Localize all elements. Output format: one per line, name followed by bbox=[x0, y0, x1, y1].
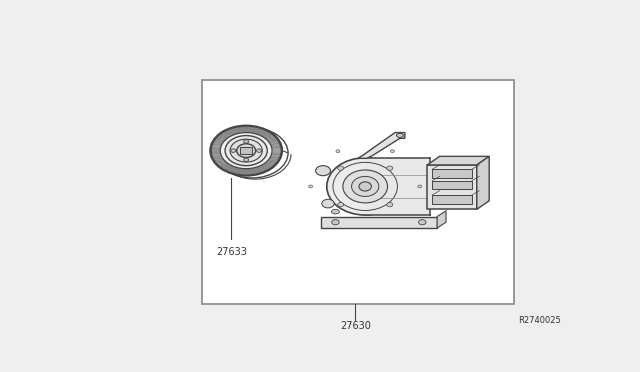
Ellipse shape bbox=[230, 139, 262, 162]
Ellipse shape bbox=[244, 140, 248, 143]
Ellipse shape bbox=[244, 158, 248, 161]
Polygon shape bbox=[477, 156, 489, 209]
Ellipse shape bbox=[332, 219, 339, 225]
Ellipse shape bbox=[327, 158, 404, 215]
Text: 27633: 27633 bbox=[216, 247, 246, 257]
Polygon shape bbox=[437, 211, 446, 228]
Ellipse shape bbox=[338, 202, 344, 207]
Ellipse shape bbox=[225, 135, 268, 166]
Ellipse shape bbox=[387, 202, 393, 207]
Ellipse shape bbox=[332, 209, 339, 214]
Ellipse shape bbox=[351, 176, 379, 196]
Text: 27630: 27630 bbox=[340, 321, 371, 331]
Bar bbox=[432, 195, 472, 203]
Ellipse shape bbox=[308, 185, 312, 188]
Polygon shape bbox=[428, 156, 489, 165]
Polygon shape bbox=[358, 132, 405, 158]
Ellipse shape bbox=[359, 182, 371, 191]
Ellipse shape bbox=[336, 220, 340, 223]
Ellipse shape bbox=[210, 126, 282, 176]
Ellipse shape bbox=[338, 166, 344, 170]
Ellipse shape bbox=[396, 134, 403, 137]
Ellipse shape bbox=[316, 166, 330, 176]
Ellipse shape bbox=[231, 149, 236, 153]
Bar bbox=[240, 147, 252, 154]
Ellipse shape bbox=[322, 199, 334, 208]
Ellipse shape bbox=[257, 149, 262, 153]
Bar bbox=[365, 158, 429, 215]
Ellipse shape bbox=[242, 147, 251, 154]
Ellipse shape bbox=[343, 170, 388, 203]
Bar bbox=[321, 217, 437, 228]
Ellipse shape bbox=[418, 185, 422, 188]
Ellipse shape bbox=[387, 166, 393, 170]
Ellipse shape bbox=[237, 144, 255, 157]
Bar bbox=[428, 165, 477, 209]
Bar bbox=[202, 80, 514, 304]
Ellipse shape bbox=[336, 150, 340, 153]
Ellipse shape bbox=[390, 150, 394, 153]
Text: R2740025: R2740025 bbox=[518, 316, 561, 326]
Ellipse shape bbox=[419, 219, 426, 225]
Bar bbox=[432, 181, 472, 189]
Bar bbox=[432, 169, 472, 178]
Ellipse shape bbox=[390, 220, 394, 223]
